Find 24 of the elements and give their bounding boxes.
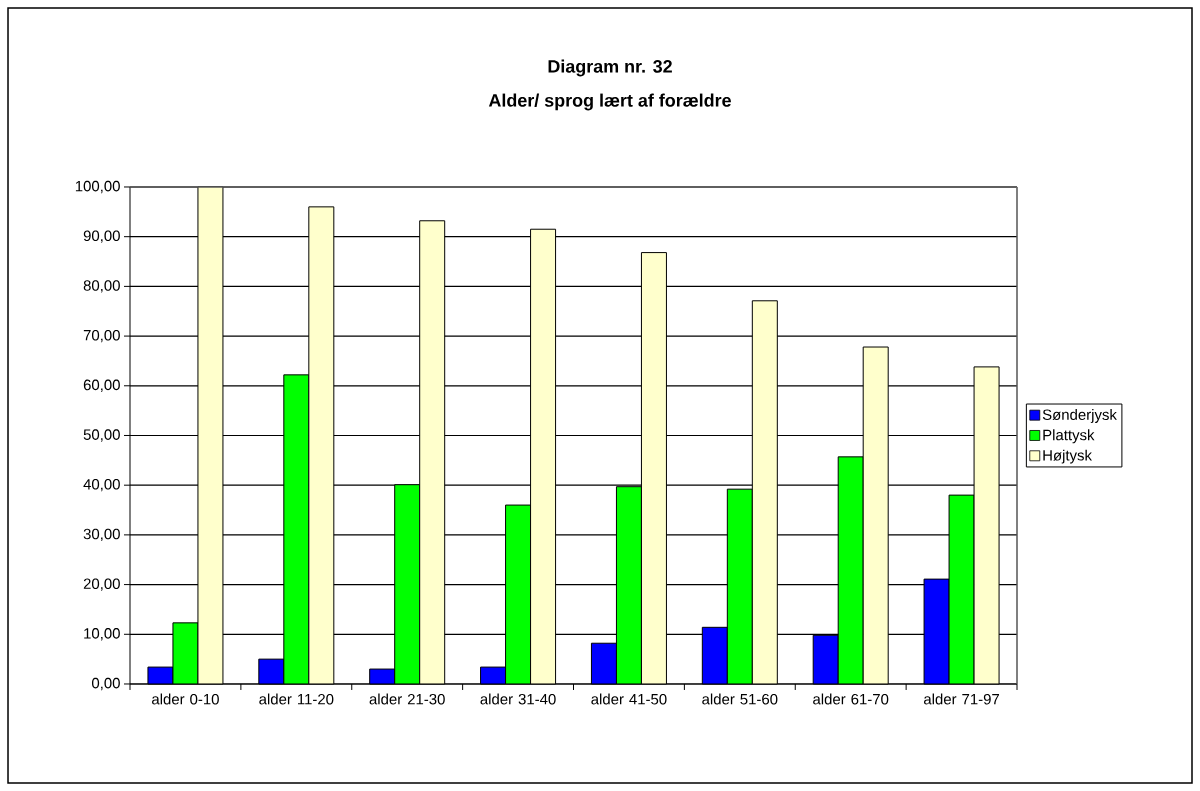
y-tick-label: 90,00 (83, 230, 120, 243)
x-tick-label: alder 0-10 (152, 693, 219, 705)
y-tick-label: 20,00 (83, 578, 120, 591)
y-tick-label: 100,00 (75, 180, 120, 194)
x-tick-label: alder 71-97 (924, 693, 1000, 705)
x-tick-label: alder 21-30 (369, 693, 445, 705)
y-tick-label: 40,00 (83, 479, 120, 492)
y-tick-label: 10,00 (84, 628, 120, 641)
legend-label: Sønderjysk (1042, 409, 1117, 423)
y-tick-label: 50,00 (83, 429, 120, 442)
y-tick-label: 70,00 (83, 329, 120, 343)
chart-subtitle: Alder/ sprog lært af forældre (488, 93, 731, 111)
chart-title: Diagram nr. 32 (548, 59, 672, 77)
x-tick-label: alder 51-60 (702, 693, 778, 705)
y-tick-label: 0,00 (91, 677, 120, 691)
y-tick-label: 30,00 (83, 528, 120, 542)
x-tick-label: alder 31-40 (480, 693, 556, 705)
y-tick-label: 80,00 (83, 280, 120, 293)
legend-label: Højtysk (1043, 449, 1092, 464)
legend-label: Plattysk (1043, 429, 1095, 444)
x-tick-label: alder 61-70 (813, 693, 889, 705)
y-tick-label: 60,00 (83, 379, 120, 392)
x-tick-label: alder 11-20 (259, 693, 334, 705)
x-tick-label: alder 41-50 (591, 693, 667, 705)
